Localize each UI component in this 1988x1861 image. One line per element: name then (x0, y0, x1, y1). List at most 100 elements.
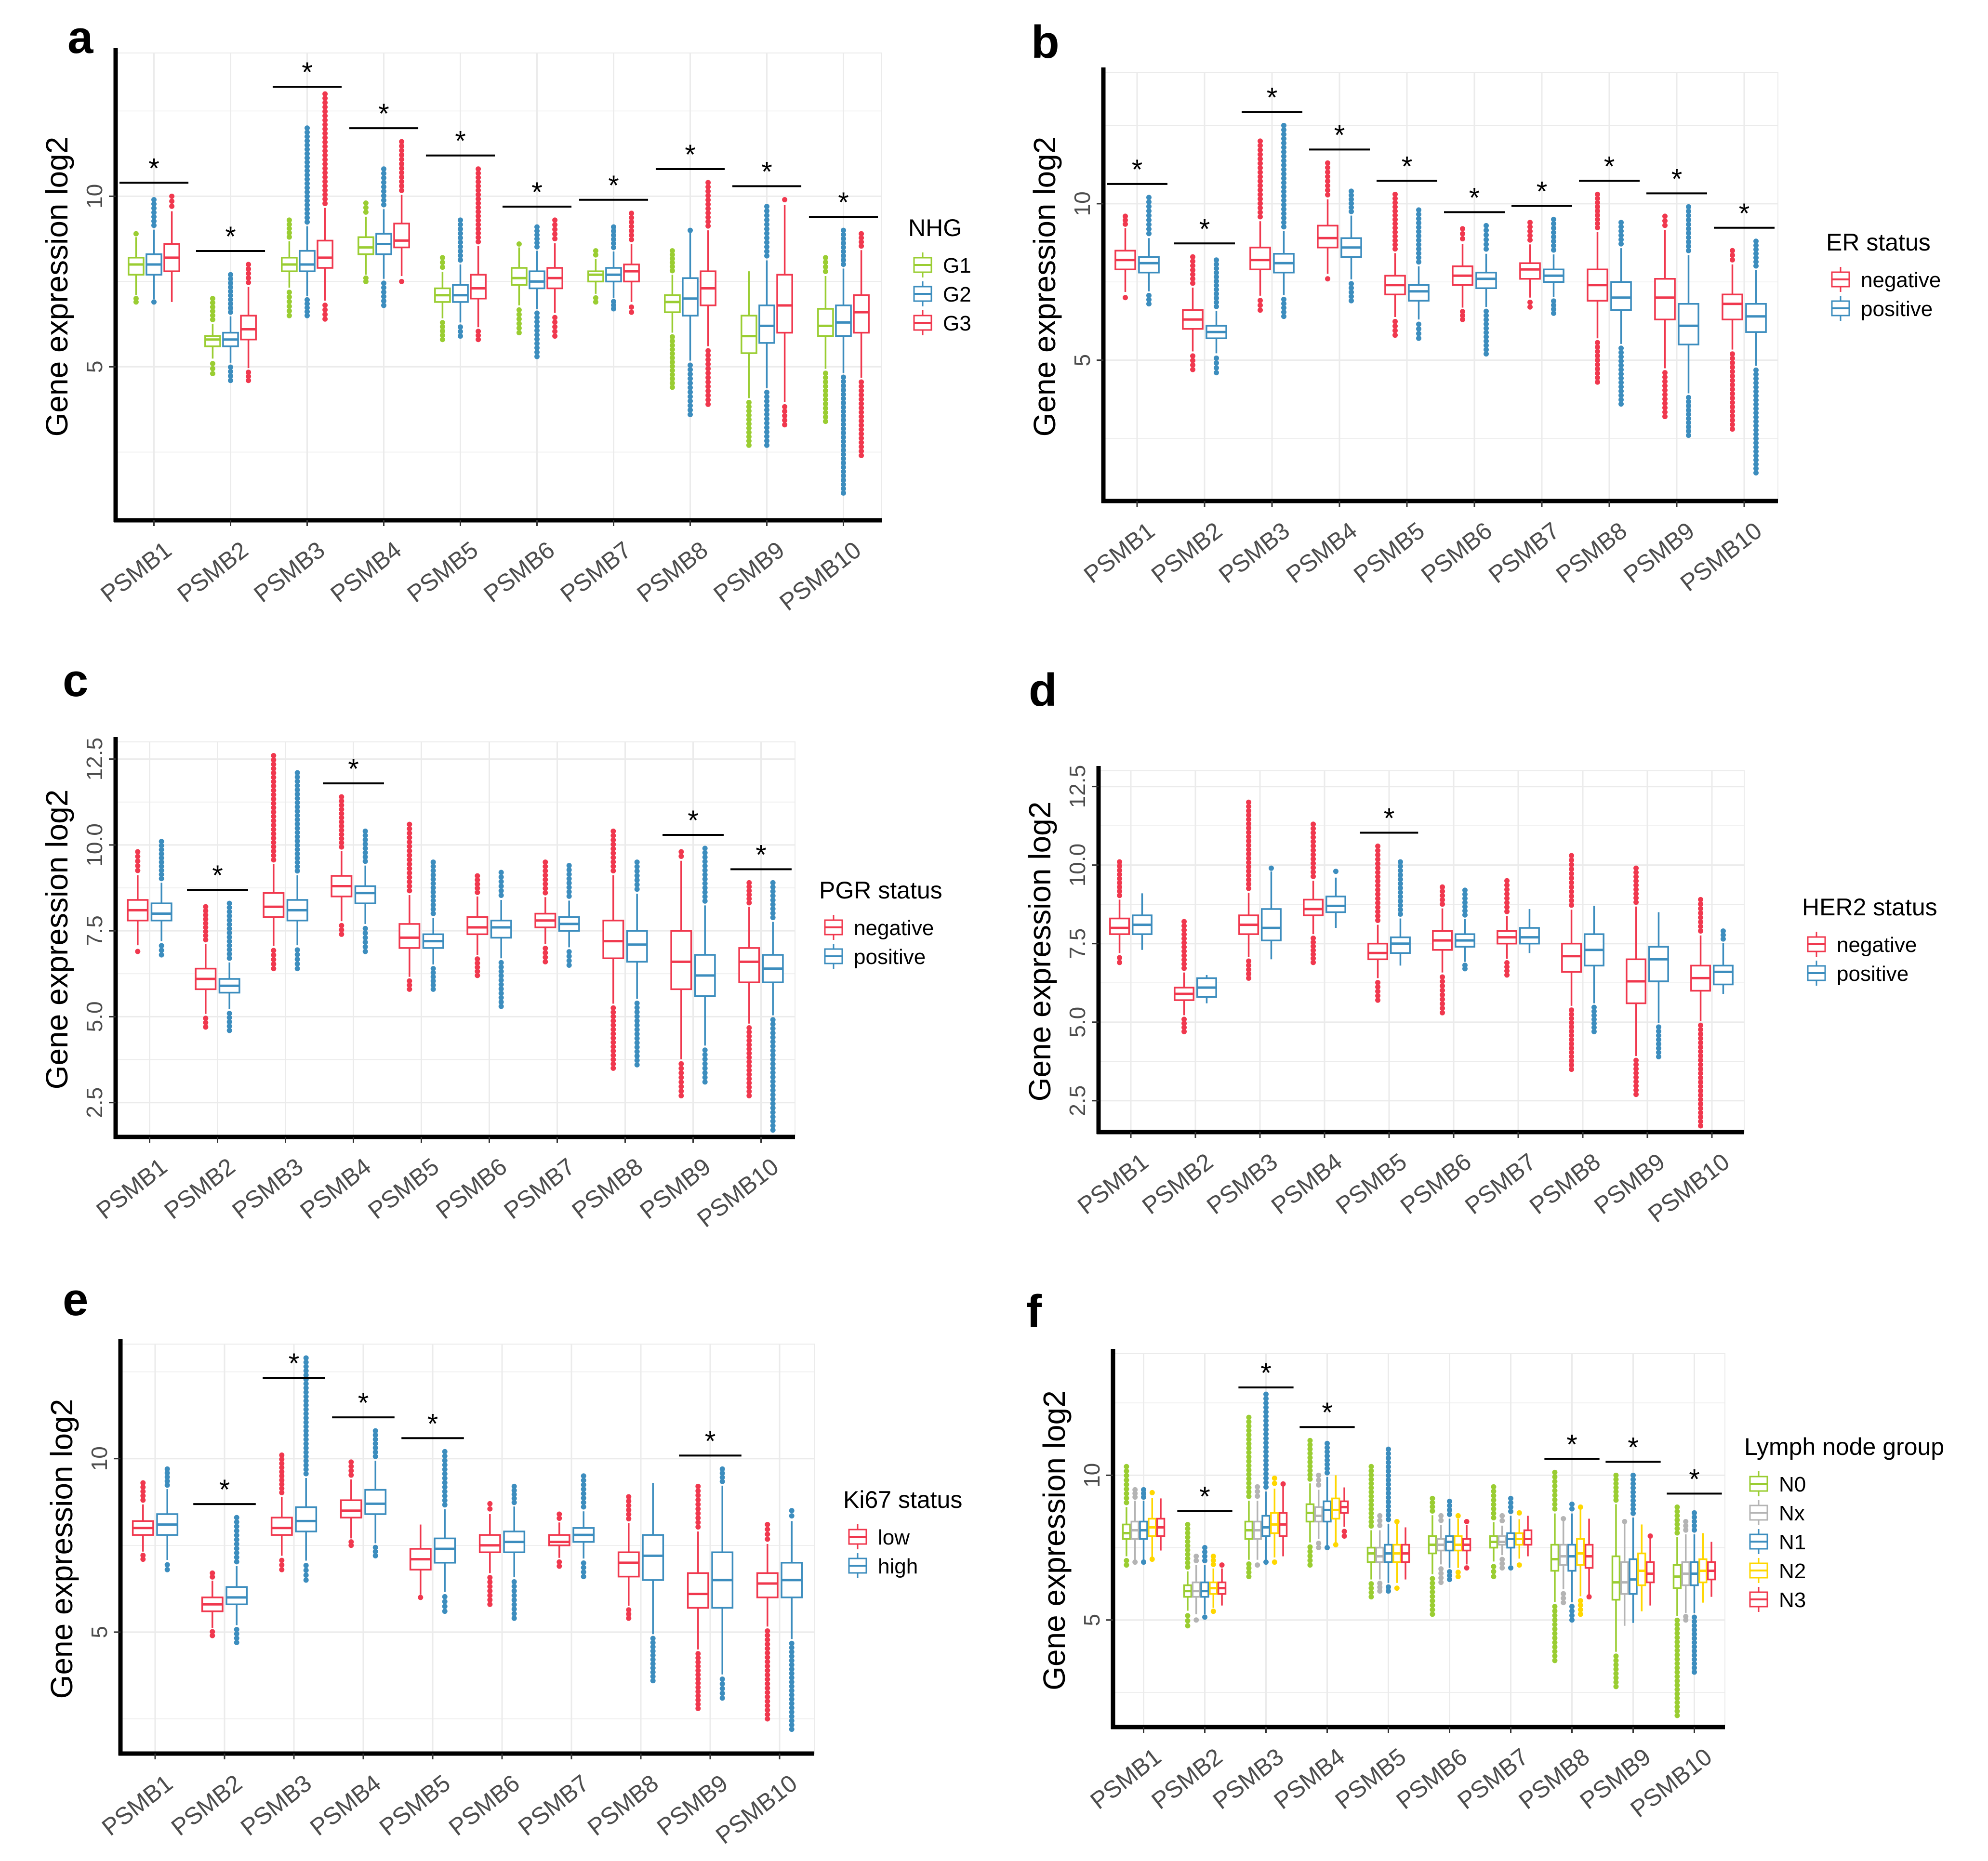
outlier-point (1210, 1561, 1216, 1567)
outlier-point (1499, 1561, 1505, 1567)
outlier-point (381, 198, 386, 203)
outlier-point (362, 858, 368, 864)
panel-letter: f (1026, 1286, 1042, 1337)
outlier-point (303, 1572, 309, 1578)
outlier-point (1662, 223, 1668, 228)
outlier-point (210, 308, 215, 314)
outlier-point (634, 877, 640, 883)
outlier-point (1484, 308, 1489, 314)
outlier-point (566, 962, 572, 968)
outlier-point (765, 1668, 770, 1674)
outlier-point (719, 1690, 725, 1696)
outlier-point (626, 1503, 632, 1508)
box-iqr (602, 920, 624, 959)
outlier-point (1397, 872, 1403, 878)
significance-asterisk: * (1199, 1481, 1210, 1512)
outlier-point (581, 1495, 586, 1501)
outlier-point (305, 155, 310, 161)
box-N1-PSMB10 (1690, 1510, 1699, 1675)
outlier-point (159, 863, 164, 869)
outlier-point (1375, 904, 1381, 910)
outlier-point (719, 1478, 725, 1484)
box-high-PSMB2 (225, 1515, 248, 1645)
outlier-point (1185, 1618, 1191, 1623)
outlier-point (1569, 880, 1575, 885)
significance-asterisk: * (289, 1348, 300, 1379)
outlier-point (228, 309, 233, 315)
outlier-point (362, 944, 368, 950)
outlier-point (1311, 847, 1316, 853)
box-iqr (1109, 917, 1130, 935)
outlier-point (294, 961, 300, 967)
outlier-point (669, 363, 675, 369)
outlier-point (1307, 1446, 1313, 1452)
legend-title: Ki67 status (843, 1486, 962, 1513)
outlier-point (1633, 865, 1639, 871)
outlier-point (841, 236, 846, 242)
outlier-point (634, 1005, 640, 1011)
outlier-point (789, 1709, 795, 1715)
plot-area (115, 53, 882, 521)
outlier-point (1686, 433, 1691, 438)
outlier-point (1491, 1569, 1497, 1574)
outlier-point (1386, 1451, 1391, 1456)
outlier-point (228, 364, 233, 370)
outlier-point (399, 183, 405, 189)
outlier-point (1392, 328, 1398, 333)
outlier-point (1281, 122, 1286, 128)
outlier-point (1246, 1561, 1252, 1567)
outlier-point (305, 151, 310, 157)
outlier-point (1124, 1468, 1129, 1474)
box-positive-PSMB1 (1132, 893, 1153, 950)
outlier-point (140, 1480, 146, 1486)
outlier-point (1397, 889, 1403, 895)
outlier-point (1656, 1054, 1661, 1059)
outlier-point (1618, 358, 1624, 364)
box-G2-PSMB8 (682, 227, 699, 418)
outlier-point (1551, 216, 1556, 222)
outlier-point (1698, 1035, 1704, 1041)
outlier-point (1132, 1559, 1138, 1565)
outlier-point (439, 332, 445, 338)
outlier-point (765, 1536, 770, 1542)
box-G1-PSMB6 (511, 241, 528, 336)
outlier-point (593, 248, 598, 254)
outlier-point (439, 328, 445, 334)
outlier-point (430, 902, 436, 908)
outlier-point (1438, 1571, 1444, 1576)
outlier-point (1440, 888, 1445, 894)
outlier-point (303, 1428, 309, 1434)
outlier-point (1258, 214, 1263, 220)
outlier-point (552, 236, 558, 241)
outlier-point (1181, 1029, 1187, 1034)
box-iqr (626, 930, 648, 963)
outlier-point (770, 915, 776, 921)
outlier-point (1214, 287, 1219, 292)
significance-asterisk: * (705, 1425, 716, 1457)
outlier-point (782, 404, 788, 409)
outlier-point (305, 130, 310, 135)
outlier-point (822, 264, 828, 270)
outlier-point (1392, 229, 1398, 235)
outlier-point (1181, 1020, 1187, 1026)
outlier-point (1613, 1658, 1619, 1663)
outlier-point (859, 392, 864, 398)
outlier-point (1753, 419, 1759, 424)
outlier-point (1656, 1045, 1661, 1051)
panel-letter: e (63, 1274, 88, 1325)
outlier-point (1397, 898, 1403, 904)
outlier-point (1633, 1057, 1639, 1063)
outlier-point (1674, 1674, 1680, 1679)
outlier-point (1569, 1011, 1575, 1017)
outlier-point (1375, 883, 1381, 888)
outlier-point (719, 1475, 725, 1480)
outlier-point (1193, 1554, 1199, 1559)
outlier-point (746, 1089, 752, 1095)
box-iqr (128, 257, 145, 276)
outlier-point (765, 1703, 770, 1709)
box-N0-PSMB2 (1183, 1521, 1193, 1629)
outlier-point (770, 1070, 776, 1076)
outlier-point (322, 312, 328, 317)
outlier-point (511, 1500, 517, 1505)
legend-label: N3 (1779, 1588, 1806, 1612)
